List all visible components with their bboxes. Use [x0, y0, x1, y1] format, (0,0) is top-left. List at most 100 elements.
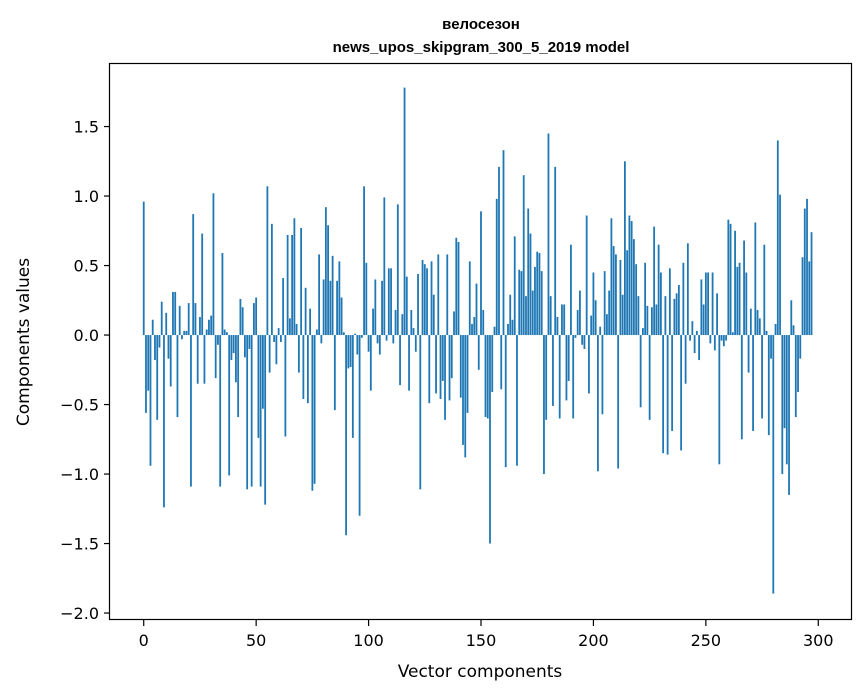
y-axis-label: Components values [14, 258, 34, 426]
bar-155 [491, 335, 494, 393]
bar-88 [340, 297, 343, 336]
bar-207 [608, 290, 611, 336]
bar-257 [720, 335, 723, 341]
bar-7 [158, 335, 161, 348]
bar-81 [324, 207, 327, 336]
bar-263 [734, 230, 736, 336]
bar-122 [417, 273, 419, 336]
bar-12 [169, 335, 172, 387]
bar-87 [338, 261, 341, 336]
bar-195 [581, 335, 584, 345]
bar-164 [511, 319, 514, 336]
bar-262 [731, 332, 734, 336]
bar-0 [142, 201, 145, 336]
bar-44 [241, 307, 244, 336]
bar-249 [702, 304, 705, 336]
bar-186 [561, 304, 563, 336]
bar-148 [475, 283, 478, 336]
bar-174 [534, 266, 536, 336]
bar-260 [727, 219, 730, 336]
bar-137 [450, 335, 453, 379]
bar-84 [331, 255, 334, 336]
bar-192 [574, 335, 577, 338]
y-tick-label: 1.0 [74, 187, 99, 206]
x-tick-label: 250 [691, 631, 722, 650]
bar-278 [767, 335, 770, 436]
bar-178 [543, 335, 545, 475]
bar-282 [776, 140, 779, 336]
bar-244 [691, 321, 694, 336]
bar-248 [700, 279, 703, 336]
bar-17 [181, 335, 183, 340]
bar-271 [752, 335, 754, 431]
bar-297 [810, 232, 813, 336]
chart-subtitle: news_upos_skipgram_300_5_2019 model [333, 39, 630, 56]
bar-121 [414, 335, 417, 352]
bar-152 [484, 335, 487, 418]
bar-29 [208, 319, 210, 336]
bar-134 [444, 335, 446, 420]
bar-43 [239, 298, 242, 336]
bar-201 [594, 300, 597, 336]
x-tick-label: 150 [466, 631, 497, 650]
bar-213 [621, 294, 624, 336]
bar-52 [259, 335, 262, 487]
bar-265 [738, 262, 741, 336]
bar-210 [615, 254, 617, 336]
bar-273 [756, 310, 759, 336]
bar-166 [516, 335, 518, 466]
bar-161 [504, 335, 507, 468]
bar-96 [358, 335, 361, 516]
bar-284 [781, 335, 784, 475]
bar-247 [698, 335, 700, 361]
bar-78 [318, 254, 321, 336]
bar-232 [664, 296, 667, 336]
bar-50 [255, 297, 258, 336]
bar-246 [695, 330, 698, 336]
bar-25 [199, 316, 201, 336]
bar-82 [327, 225, 329, 336]
bar-228 [655, 304, 658, 336]
bar-127 [428, 335, 431, 404]
y-tick-label: −2.0 [60, 604, 99, 623]
bar-234 [668, 268, 671, 336]
bar-156 [493, 326, 496, 336]
bar-66 [291, 234, 294, 336]
bar-41 [235, 335, 237, 383]
bar-91 [347, 335, 350, 369]
bar-151 [482, 310, 485, 336]
bar-159 [500, 335, 503, 390]
bar-55 [266, 186, 269, 336]
bar-3 [149, 335, 152, 466]
bar-242 [686, 243, 689, 336]
bar-38 [228, 335, 231, 476]
bar-252 [709, 335, 712, 344]
bar-150 [480, 211, 482, 336]
bar-130 [435, 335, 437, 394]
bar-106 [381, 280, 383, 336]
bar-205 [603, 271, 606, 336]
bar-111 [392, 335, 395, 344]
bar-67 [293, 218, 296, 336]
y-tick-label: −0.5 [60, 396, 99, 415]
bar-280 [772, 335, 775, 594]
bar-216 [628, 215, 631, 336]
bar-277 [765, 330, 768, 336]
bar-279 [770, 335, 772, 359]
bar-183 [554, 166, 557, 336]
bar-11 [167, 335, 170, 359]
bars-group [142, 87, 813, 594]
bar-26 [201, 233, 204, 336]
bar-190 [570, 244, 572, 336]
bar-6 [156, 335, 159, 420]
bar-185 [558, 335, 561, 419]
bar-36 [223, 329, 226, 336]
bar-175 [536, 251, 539, 336]
bar-45 [244, 335, 246, 358]
bar-59 [275, 335, 278, 365]
bar-274 [758, 318, 761, 336]
bar-133 [441, 335, 444, 381]
y-tick-label: 0.0 [74, 326, 99, 345]
bar-71 [302, 335, 305, 399]
bar-238 [677, 285, 680, 336]
